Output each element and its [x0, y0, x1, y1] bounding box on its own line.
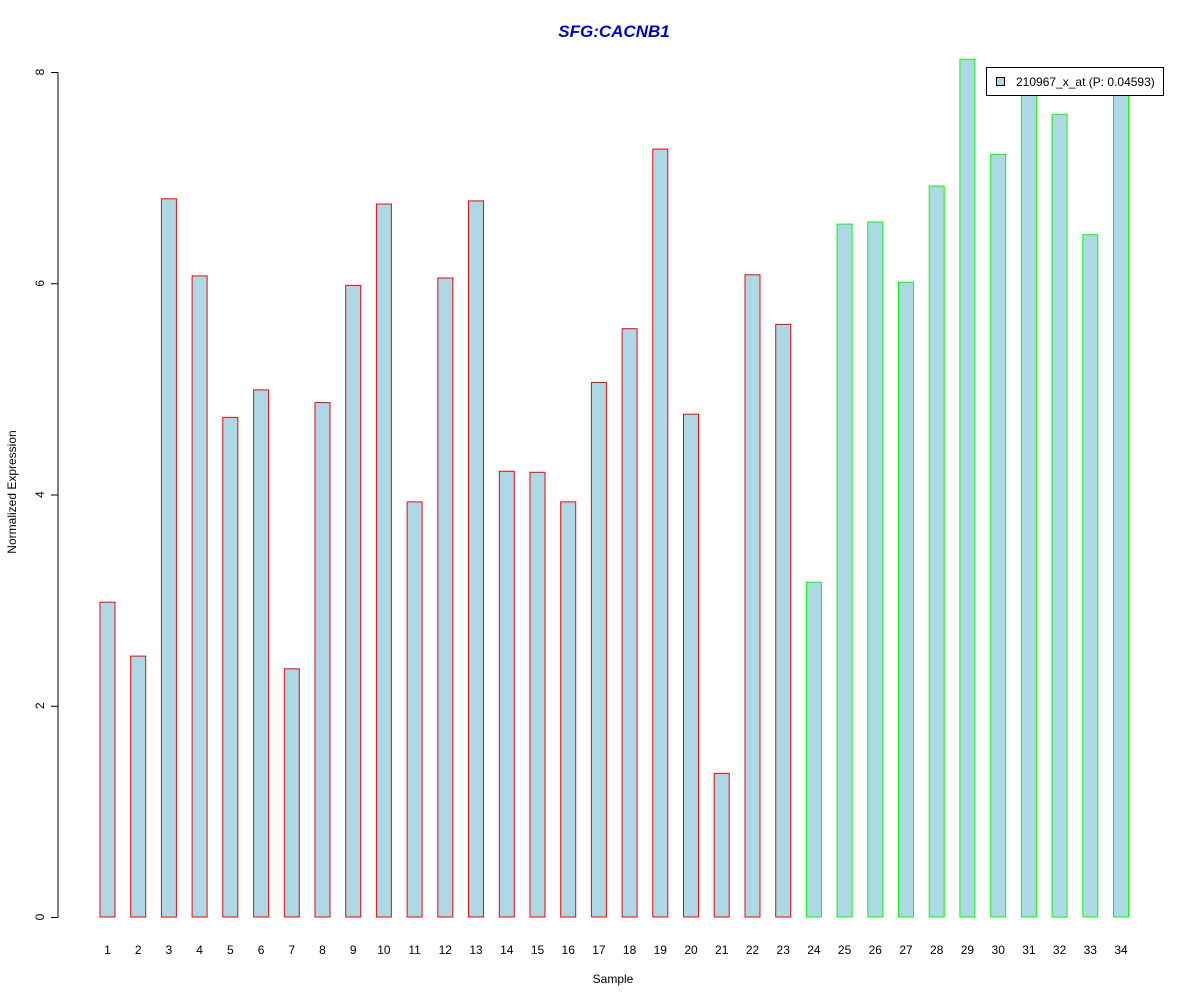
y-tick-label: 8: [33, 68, 47, 75]
y-tick-label: 6: [33, 280, 47, 287]
bar: [99, 601, 116, 918]
x-tick-label: 24: [807, 943, 821, 957]
bar: [805, 581, 822, 918]
x-tick-label: 19: [654, 943, 668, 957]
bar: [130, 655, 147, 918]
bar: [1113, 92, 1129, 918]
bar: [898, 281, 914, 918]
x-tick-label: 8: [319, 943, 326, 957]
bar: [437, 277, 454, 918]
bar: [1051, 113, 1068, 918]
bar: [283, 668, 300, 918]
y-axis: 0 2 4 6 8: [33, 68, 58, 920]
bar: [253, 389, 270, 918]
x-tick-label: 32: [1053, 943, 1067, 957]
x-tick-label: 15: [531, 943, 545, 957]
x-tick-label: 2: [135, 943, 142, 957]
x-tick-label: 31: [1022, 943, 1036, 957]
bar: [345, 284, 362, 918]
bars-group: [99, 58, 1129, 918]
x-tick-label: 11: [408, 943, 421, 957]
x-tick-label: 12: [439, 943, 453, 957]
bar: [375, 203, 392, 918]
x-axis-title: Sample: [593, 972, 634, 986]
x-tick-label: 5: [227, 943, 234, 957]
legend-swatch: [996, 77, 1005, 86]
x-tick-label: 13: [469, 943, 483, 957]
bar: [713, 772, 730, 918]
bar: [928, 185, 945, 918]
bar: [529, 471, 546, 918]
x-tick-label: 21: [715, 943, 729, 957]
bar: [406, 501, 423, 918]
bar: [836, 223, 853, 918]
bar: [775, 323, 792, 918]
x-tick-label: 6: [258, 943, 265, 957]
x-tick-label: 4: [196, 943, 203, 957]
x-tick-label: 7: [288, 943, 295, 957]
y-tick-label: 4: [33, 491, 47, 498]
bar: [867, 221, 884, 918]
bar: [959, 58, 976, 918]
bar: [498, 470, 515, 918]
x-tick-label: 28: [930, 943, 944, 957]
legend-box: [986, 67, 1164, 96]
x-tick-label: 16: [562, 943, 576, 957]
bar: [621, 328, 638, 918]
x-tick-label: 1: [104, 943, 111, 957]
x-tick-label: 22: [746, 943, 760, 957]
bar: [1020, 92, 1037, 918]
x-tick-label: 10: [377, 943, 391, 957]
x-tick-label: 3: [166, 943, 173, 957]
bar: [191, 275, 208, 918]
x-tick-label: 23: [777, 943, 791, 957]
bar: [1082, 234, 1099, 918]
x-tick-label: 29: [961, 943, 975, 957]
legend: 210967_x_at (P: 0.04593): [986, 67, 1164, 96]
x-tick-label: 17: [592, 943, 606, 957]
x-tick-label: 26: [869, 943, 883, 957]
y-axis-title: Normalized Expression: [5, 430, 19, 553]
bar: [590, 382, 607, 918]
y-tick-label: 0: [33, 913, 47, 920]
x-tick-label: 14: [500, 943, 514, 957]
x-tick-label: 30: [992, 943, 1006, 957]
x-tick-label: 20: [684, 943, 698, 957]
chart-title: SFG:CACNB1: [558, 22, 669, 41]
x-tick-label: 25: [838, 943, 852, 957]
x-tick-label: 9: [350, 943, 357, 957]
x-tick-label: 18: [623, 943, 637, 957]
bar: [560, 501, 577, 918]
bar: [468, 200, 484, 918]
legend-label: 210967_x_at (P: 0.04593): [1016, 75, 1155, 89]
bar: [652, 148, 669, 918]
x-axis-labels: 1 2 3 4 5 6 7 8 9 10 11 12 13 14 15 16 17 18 19 20 21 22 23 24 2…: [104, 943, 1128, 957]
bar: [160, 198, 177, 918]
bar: [683, 413, 699, 918]
bar: [990, 153, 1007, 918]
bar: [744, 274, 761, 918]
y-tick-label: 2: [33, 702, 47, 709]
x-tick-label: 34: [1114, 943, 1128, 957]
bar: [314, 402, 331, 918]
x-tick-label: 33: [1084, 943, 1098, 957]
x-tick-label: 27: [899, 943, 913, 957]
bar: [222, 416, 239, 918]
